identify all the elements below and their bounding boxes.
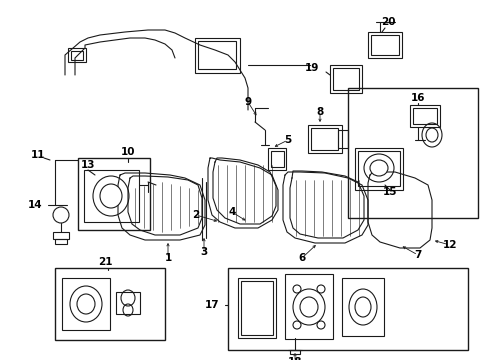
Text: 16: 16 [410, 93, 425, 103]
Text: 9: 9 [244, 97, 251, 107]
Ellipse shape [354, 297, 370, 317]
Text: 19: 19 [304, 63, 319, 73]
Text: 20: 20 [380, 17, 394, 27]
Ellipse shape [100, 184, 122, 208]
Bar [337, 130, 347, 148]
Text: 11: 11 [31, 150, 45, 160]
Bar [62, 278, 110, 330]
Text: 2: 2 [192, 210, 199, 220]
Bar [409, 105, 439, 127]
Bar [289, 350, 299, 354]
Bar [84, 170, 139, 222]
Text: 8: 8 [316, 107, 323, 117]
Bar [285, 274, 332, 339]
Bar [53, 232, 69, 239]
Text: 21: 21 [98, 257, 112, 267]
Bar [238, 278, 275, 338]
Text: 6: 6 [298, 253, 305, 263]
Bar [78, 158, 150, 230]
Text: 12: 12 [442, 240, 456, 250]
Text: 17: 17 [204, 300, 219, 310]
Bar [367, 32, 401, 58]
Text: 4: 4 [228, 207, 235, 217]
Ellipse shape [77, 294, 95, 314]
Text: 18: 18 [287, 357, 302, 360]
Bar [55, 239, 67, 244]
Text: 13: 13 [81, 160, 95, 170]
Text: 3: 3 [200, 247, 207, 257]
Text: 15: 15 [382, 187, 396, 197]
Text: 7: 7 [413, 250, 421, 260]
Ellipse shape [299, 297, 317, 317]
Text: 10: 10 [121, 147, 135, 157]
Bar [347, 88, 477, 218]
Bar [227, 268, 467, 350]
Bar [329, 65, 361, 93]
Bar [332, 68, 358, 90]
Text: 14: 14 [28, 200, 42, 210]
Text: 1: 1 [164, 253, 171, 263]
Bar [310, 128, 337, 150]
Bar [307, 125, 341, 153]
Ellipse shape [369, 160, 387, 176]
Bar [68, 48, 86, 62]
Bar [195, 38, 240, 73]
Bar [270, 151, 284, 167]
Text: 5: 5 [284, 135, 291, 145]
Bar [412, 108, 436, 124]
Bar [198, 41, 236, 69]
Bar [55, 268, 164, 340]
Bar [354, 148, 402, 190]
Bar [241, 281, 272, 335]
Bar [71, 51, 83, 60]
Bar [341, 278, 383, 336]
Bar [357, 151, 399, 186]
Bar [267, 148, 285, 170]
Bar [370, 35, 398, 55]
Bar [116, 292, 140, 314]
